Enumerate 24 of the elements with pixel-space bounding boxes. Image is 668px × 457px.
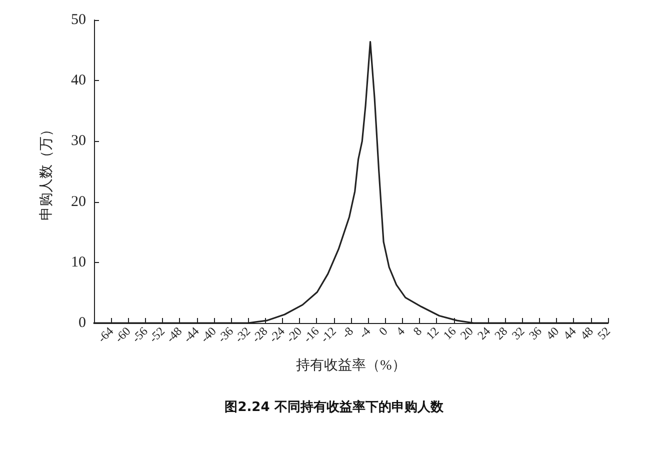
x-tick-label: 0 [376, 324, 390, 338]
x-tick-label: -8 [338, 324, 356, 342]
text: 图2.24 不同持有收益率下的申购人数 [224, 399, 444, 415]
y-tick-label: 40 [71, 72, 86, 89]
y-axis-title: 申购人数（万） [38, 122, 54, 220]
y-tick-label: 30 [71, 133, 86, 150]
x-tick-label: 48 [577, 324, 596, 342]
x-tick-label: -4 [356, 324, 374, 342]
x-tick-label: 16 [440, 324, 459, 342]
y-tick-label: 10 [71, 254, 86, 270]
x-tick-label: 8 [410, 324, 424, 338]
x-tick-label: 12 [423, 324, 442, 342]
y-tick-label: 50 [71, 12, 86, 28]
x-tick-label: 24 [474, 324, 494, 342]
x-tick-label: 40 [543, 324, 562, 342]
x-tick-label: 44 [560, 324, 579, 342]
y-tick-label: 20 [71, 194, 86, 210]
x-tick-label: 52 [594, 324, 613, 342]
x-tick-label: 20 [458, 324, 476, 342]
x-tick-label: 28 [492, 324, 510, 342]
x-axis-title: 持有收益率（%） [296, 358, 406, 374]
x-tick-label: 32 [508, 324, 528, 342]
x-tick-label: 4 [393, 324, 408, 338]
x-tick-label: 36 [526, 324, 544, 342]
